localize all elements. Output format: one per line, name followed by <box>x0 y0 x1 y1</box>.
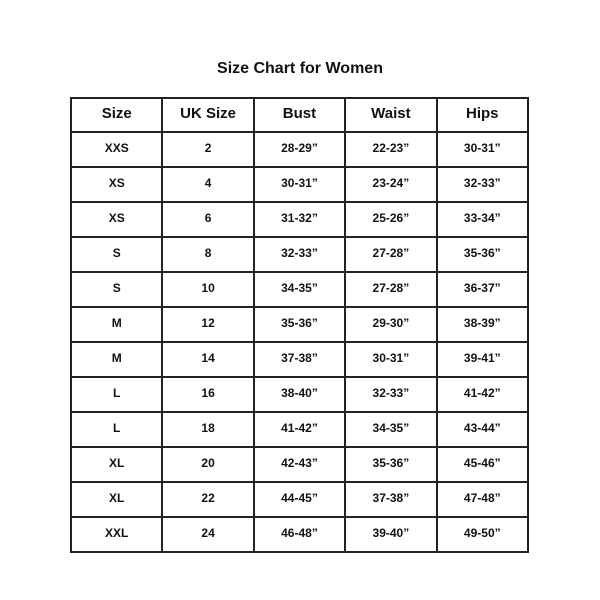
cell-uk-size: 22 <box>161 481 255 518</box>
cell-hips: 36-37” <box>435 271 530 308</box>
cell-uk-size: 14 <box>161 341 255 378</box>
cell-bust: 32-33” <box>252 236 347 273</box>
cell-uk-size: 4 <box>161 166 255 203</box>
cell-bust: 38-40” <box>252 376 347 413</box>
cell-size: XXL <box>69 516 164 553</box>
header-size: Size <box>69 97 164 133</box>
cell-uk-size: 8 <box>161 236 255 273</box>
header-uk-size: UK Size <box>161 97 255 133</box>
cell-uk-size: 12 <box>161 306 255 343</box>
cell-size: XL <box>69 446 164 483</box>
table-row: S 8 32-33” 27-28” 35-36” <box>69 236 530 273</box>
cell-bust: 34-35” <box>252 271 347 308</box>
cell-uk-size: 24 <box>161 516 255 553</box>
cell-size: XL <box>69 481 164 518</box>
cell-waist: 22-23” <box>344 131 438 168</box>
size-chart-table: Size UK Size Bust Waist Hips XXS 2 28-29” 2… <box>69 97 530 553</box>
cell-bust: 42-43” <box>252 446 347 483</box>
header-hips: Hips <box>435 97 530 133</box>
cell-size: L <box>69 376 164 413</box>
cell-uk-size: 2 <box>161 131 255 168</box>
cell-size: M <box>69 341 164 378</box>
cell-waist: 30-31” <box>344 341 438 378</box>
cell-waist: 39-40” <box>344 516 438 553</box>
table-row: XL 22 44-45” 37-38” 47-48” <box>69 481 530 518</box>
cell-uk-size: 18 <box>161 411 255 448</box>
table-row: XL 20 42-43” 35-36” 45-46” <box>69 446 530 483</box>
cell-bust: 37-38” <box>252 341 347 378</box>
cell-hips: 39-41” <box>435 341 530 378</box>
cell-uk-size: 10 <box>161 271 255 308</box>
cell-waist: 29-30” <box>344 306 438 343</box>
table-row: S 10 34-35” 27-28” 36-37” <box>69 271 530 308</box>
table-row: XXL 24 46-48” 39-40” 49-50” <box>69 516 530 553</box>
cell-hips: 30-31” <box>435 131 530 168</box>
cell-uk-size: 6 <box>161 201 255 238</box>
cell-hips: 38-39” <box>435 306 530 343</box>
cell-hips: 49-50” <box>435 516 530 553</box>
header-bust: Bust <box>252 97 347 133</box>
cell-uk-size: 16 <box>161 376 255 413</box>
cell-bust: 41-42” <box>252 411 347 448</box>
cell-hips: 43-44” <box>435 411 530 448</box>
table-row: XS 4 30-31” 23-24” 32-33” <box>69 166 530 203</box>
cell-uk-size: 20 <box>161 446 255 483</box>
cell-hips: 32-33” <box>435 166 530 203</box>
header-row: Size UK Size Bust Waist Hips <box>69 97 530 133</box>
table-row: XS 6 31-32” 25-26” 33-34” <box>69 201 530 238</box>
cell-waist: 37-38” <box>344 481 438 518</box>
cell-waist: 32-33” <box>344 376 438 413</box>
cell-waist: 27-28” <box>344 271 438 308</box>
page-title: Size Chart for Women <box>217 60 383 77</box>
cell-size: S <box>69 271 164 308</box>
cell-size: XS <box>69 201 164 238</box>
cell-bust: 44-45” <box>252 481 347 518</box>
cell-waist: 25-26” <box>344 201 438 238</box>
table-row: L 18 41-42” 34-35” 43-44” <box>69 411 530 448</box>
cell-waist: 35-36” <box>344 446 438 483</box>
cell-bust: 31-32” <box>252 201 347 238</box>
cell-waist: 23-24” <box>344 166 438 203</box>
table-row: XXS 2 28-29” 22-23” 30-31” <box>69 131 530 168</box>
cell-waist: 34-35” <box>344 411 438 448</box>
cell-hips: 33-34” <box>435 201 530 238</box>
cell-bust: 30-31” <box>252 166 347 203</box>
table-row: M 14 37-38” 30-31” 39-41” <box>69 341 530 378</box>
cell-hips: 35-36” <box>435 236 530 273</box>
cell-size: S <box>69 236 164 273</box>
cell-hips: 41-42” <box>435 376 530 413</box>
table-row: M 12 35-36” 29-30” 38-39” <box>69 306 530 343</box>
cell-size: XXS <box>69 131 164 168</box>
cell-size: XS <box>69 166 164 203</box>
header-waist: Waist <box>344 97 438 133</box>
cell-bust: 46-48” <box>252 516 347 553</box>
cell-size: L <box>69 411 164 448</box>
cell-hips: 47-48” <box>435 481 530 518</box>
cell-hips: 45-46” <box>435 446 530 483</box>
cell-size: M <box>69 306 164 343</box>
cell-bust: 35-36” <box>252 306 347 343</box>
table-row: L 16 38-40” 32-33” 41-42” <box>69 376 530 413</box>
cell-waist: 27-28” <box>344 236 438 273</box>
cell-bust: 28-29” <box>252 131 347 168</box>
